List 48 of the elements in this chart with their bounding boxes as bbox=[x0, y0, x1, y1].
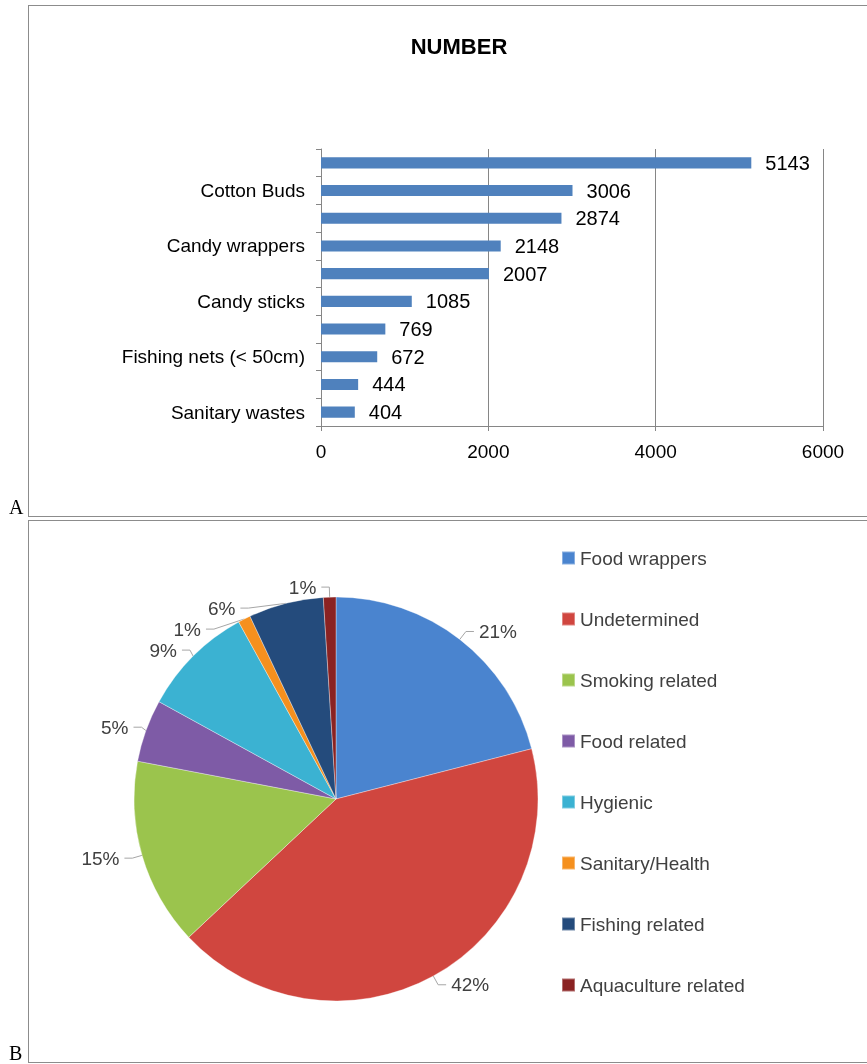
x-tick-label: 4000 bbox=[634, 441, 677, 462]
data-label: 42% bbox=[451, 974, 490, 996]
bar bbox=[321, 406, 355, 418]
data-label: 1% bbox=[173, 618, 202, 640]
y-tick-label: Candy sticks bbox=[197, 290, 305, 312]
data-label: 444 bbox=[372, 373, 406, 396]
data-label: 1% bbox=[288, 576, 317, 598]
y-tick-label: Fishing nets (< 50cm) bbox=[121, 346, 305, 368]
x-tick-label: 2000 bbox=[467, 441, 510, 462]
data-label: 2874 bbox=[575, 207, 620, 230]
data-label: 5% bbox=[101, 716, 129, 738]
bar bbox=[321, 185, 573, 197]
legend-label: Food wrappers bbox=[580, 547, 707, 569]
data-label: 9% bbox=[149, 639, 178, 661]
data-label: 21% bbox=[478, 620, 518, 642]
legend-label: Hygienic bbox=[580, 791, 653, 813]
data-label: 1085 bbox=[425, 290, 471, 313]
legend-label: Undetermined bbox=[580, 608, 700, 630]
x-tick-label: 0 bbox=[315, 441, 327, 462]
y-tick-label: Sanitary wastes bbox=[170, 401, 305, 423]
bar bbox=[321, 323, 386, 335]
data-label: 672 bbox=[391, 345, 425, 368]
text: B bbox=[9, 1042, 23, 1064]
bar bbox=[321, 240, 501, 252]
legend-label: Aquaculture related bbox=[580, 974, 745, 996]
data-label: 2148 bbox=[514, 234, 560, 257]
data-label: 5143 bbox=[765, 151, 810, 174]
legend-label: Smoking related bbox=[580, 669, 718, 691]
bar bbox=[321, 268, 489, 280]
text: A bbox=[9, 496, 24, 518]
y-tick-label: Candy wrappers bbox=[166, 235, 305, 257]
data-label: 15% bbox=[81, 847, 120, 869]
data-label: 6% bbox=[207, 597, 236, 619]
data-label: 769 bbox=[399, 318, 433, 341]
legend-label: Fishing related bbox=[580, 913, 705, 935]
bar bbox=[321, 351, 378, 363]
bar bbox=[321, 378, 359, 390]
x-tick-label: 6000 bbox=[801, 441, 845, 462]
chart-title: NUMBER bbox=[410, 33, 508, 59]
legend-label: Sanitary/Health bbox=[580, 852, 710, 874]
bar bbox=[321, 212, 562, 224]
data-label: 2007 bbox=[502, 262, 548, 285]
legend-label: Food related bbox=[580, 730, 687, 752]
data-label: 404 bbox=[368, 401, 403, 424]
y-tick-label: Cotton Buds bbox=[200, 180, 305, 202]
data-label: 3006 bbox=[586, 179, 631, 202]
bar bbox=[321, 295, 412, 307]
bar bbox=[321, 157, 752, 169]
